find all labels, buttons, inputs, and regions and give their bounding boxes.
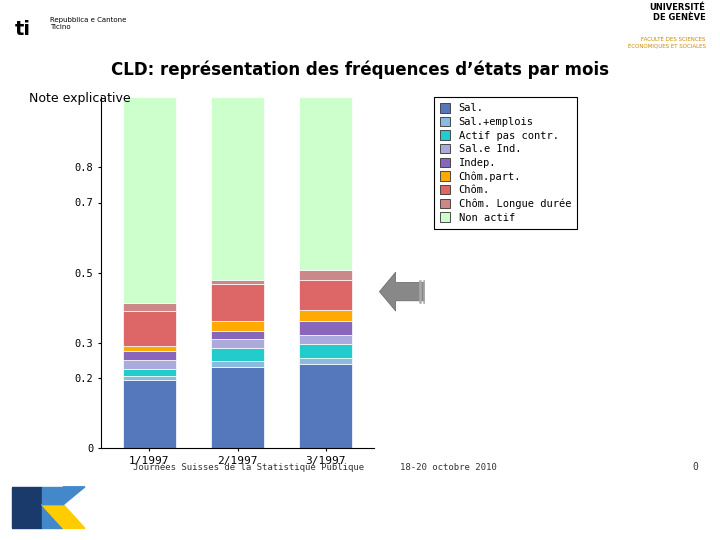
- Bar: [300, 335, 352, 343]
- Text: Note explicative: Note explicative: [29, 92, 130, 105]
- Bar: [42, 487, 63, 528]
- Bar: [123, 302, 176, 311]
- Bar: [211, 280, 264, 284]
- Bar: [211, 339, 264, 348]
- Text: FACULTÉ DES SCIENCES
ÉCONOMIQUES ET SOCIALES: FACULTÉ DES SCIENCES ÉCONOMIQUES ET SOCI…: [628, 37, 706, 49]
- Text: 18-20 octobre 2010: 18-20 octobre 2010: [400, 463, 496, 472]
- Text: CLD: représentation des fréquences d’états par mois: CLD: représentation des fréquences d’éta…: [111, 61, 609, 79]
- Bar: [123, 360, 176, 368]
- Bar: [300, 364, 352, 448]
- Bar: [12, 487, 42, 528]
- Bar: [300, 357, 352, 364]
- Bar: [123, 97, 176, 302]
- Text: Repubblica e Cantone
Ticino: Repubblica e Cantone Ticino: [50, 17, 127, 30]
- Bar: [300, 321, 352, 335]
- Bar: [211, 97, 264, 280]
- Text: Ufficio di Statistica: Ufficio di Statistica: [126, 509, 275, 523]
- Bar: [123, 351, 176, 360]
- Legend: Sal., Sal.+emplois, Actif pas contr., Sal.e Ind., Indep., Chôm.part., Chôm., Chô: Sal., Sal.+emplois, Actif pas contr., Sa…: [433, 97, 577, 229]
- Bar: [211, 332, 264, 339]
- Bar: [211, 367, 264, 448]
- Bar: [300, 310, 352, 321]
- Bar: [300, 280, 352, 310]
- Bar: [300, 270, 352, 280]
- Bar: [211, 284, 264, 321]
- Bar: [123, 375, 176, 380]
- Bar: [123, 368, 176, 375]
- Bar: [211, 361, 264, 367]
- Bar: [123, 346, 176, 351]
- Bar: [211, 348, 264, 361]
- Bar: [123, 380, 176, 448]
- Bar: [300, 97, 352, 270]
- FancyArrow shape: [379, 272, 423, 311]
- Polygon shape: [42, 504, 85, 528]
- Bar: [123, 311, 176, 346]
- Polygon shape: [42, 487, 85, 504]
- Text: ti: ti: [14, 20, 30, 39]
- Bar: [300, 343, 352, 357]
- Bar: [211, 321, 264, 332]
- Text: 0: 0: [693, 462, 698, 472]
- Text: Journées Suisses de la Statistique Publique: Journées Suisses de la Statistique Publi…: [133, 463, 364, 472]
- Text: UNIVERSITÉ
DE GENÈVE: UNIVERSITÉ DE GENÈVE: [649, 3, 706, 22]
